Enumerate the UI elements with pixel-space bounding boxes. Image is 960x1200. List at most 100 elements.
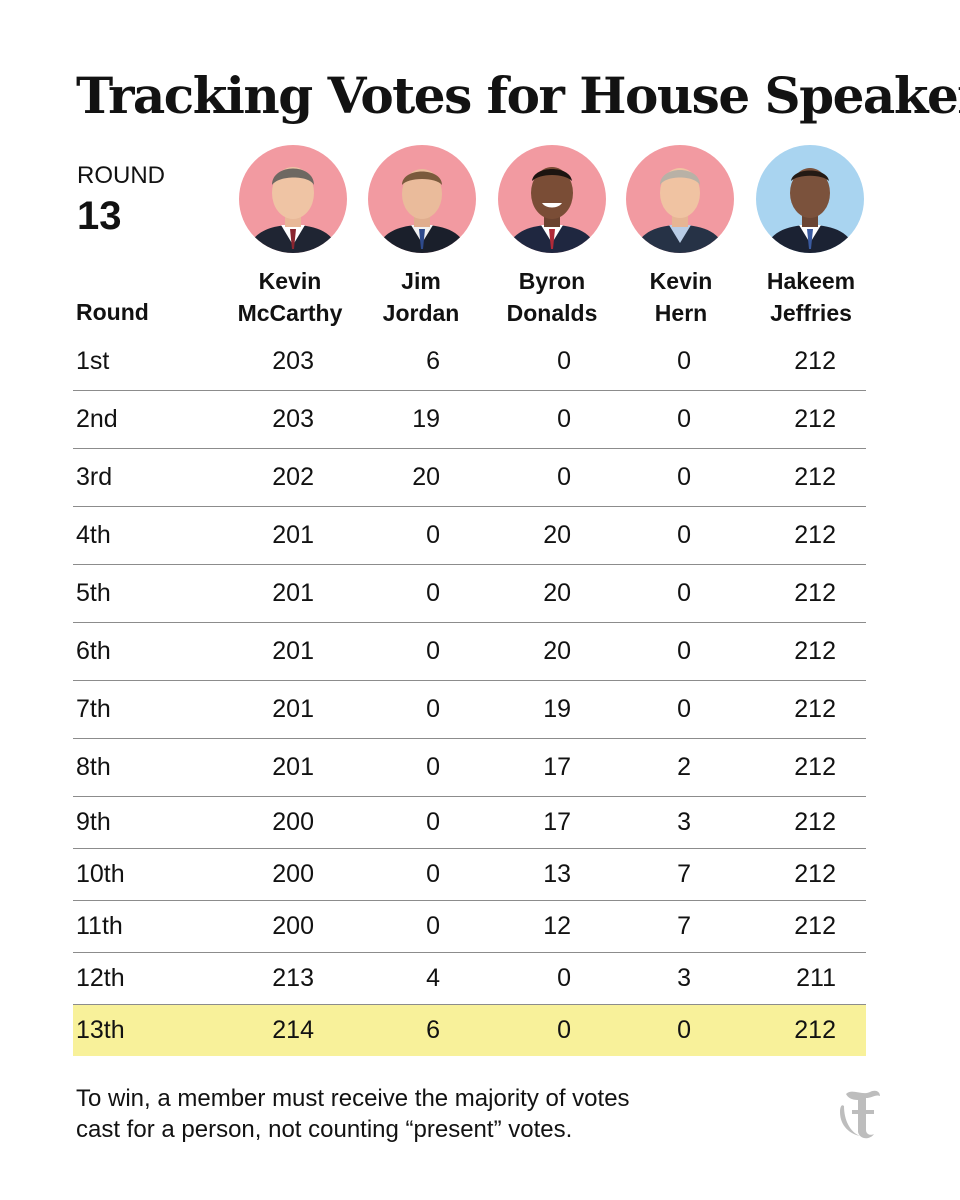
vote-cell-hern: 0 [677, 1016, 691, 1044]
vote-cell-jordan: 4 [426, 964, 440, 992]
vote-cell-jeffries: 212 [794, 463, 836, 491]
vote-cell-jordan: 0 [426, 637, 440, 665]
portrait-kevin-mccarthy [239, 145, 347, 253]
round-cell: 9th [76, 808, 111, 836]
vote-cell-donalds: 20 [543, 521, 571, 549]
table-row: 2nd 203 19 0 0 212 [73, 391, 866, 449]
round-cell: 7th [76, 695, 111, 723]
current-round-label: ROUND [77, 162, 165, 189]
vote-cell-hern: 0 [677, 695, 691, 723]
table-row: 9th 200 0 17 3 212 [73, 797, 866, 849]
vote-cell-mccarthy: 214 [272, 1016, 314, 1044]
vote-cell-hern: 0 [677, 521, 691, 549]
vote-cell-jordan: 19 [412, 405, 440, 433]
column-header-hakeem-jeffries: Hakeem Jeffries [736, 265, 886, 329]
vote-cell-jeffries: 211 [796, 964, 836, 992]
vote-cell-jordan: 0 [426, 521, 440, 549]
portrait-kevin-hern [626, 145, 734, 253]
vote-cell-jeffries: 212 [794, 637, 836, 665]
vote-cell-mccarthy: 200 [272, 808, 314, 836]
vote-cell-hern: 7 [677, 912, 691, 940]
table-row: 5th 201 0 20 0 212 [73, 565, 866, 623]
current-round-number: 13 [77, 194, 122, 238]
round-cell: 3rd [76, 463, 113, 491]
footnote-line: cast for a person, not counting “present… [76, 1116, 573, 1143]
page-title: Tracking Votes for House Speaker [76, 66, 960, 125]
vote-cell-hern: 0 [677, 405, 691, 433]
vote-cell-jordan: 0 [426, 912, 440, 940]
vote-cell-jordan: 0 [426, 808, 440, 836]
vote-cell-mccarthy: 200 [272, 860, 314, 888]
vote-cell-jeffries: 212 [794, 695, 836, 723]
table-row: 1st 203 6 0 0 212 [73, 333, 866, 391]
vote-cell-jordan: 6 [426, 1016, 440, 1044]
round-cell: 1st [76, 347, 110, 375]
portrait-hakeem-jeffries [756, 145, 864, 253]
footnote: To win, a member must receive the majori… [76, 1083, 630, 1145]
round-cell: 6th [76, 637, 111, 665]
vote-cell-donalds: 0 [557, 405, 571, 433]
vote-cell-jeffries: 212 [794, 405, 836, 433]
vote-cell-jeffries: 212 [794, 347, 836, 375]
candidate-first-name: Jim [401, 268, 441, 294]
round-cell: 11th [76, 912, 123, 940]
vote-cell-mccarthy: 201 [272, 637, 314, 665]
vote-cell-jeffries: 212 [794, 912, 836, 940]
vote-cell-donalds: 0 [557, 964, 571, 992]
table-row: 11th 200 0 12 7 212 [73, 901, 866, 953]
vote-cell-donalds: 17 [543, 808, 571, 836]
candidate-first-name: Byron [518, 268, 586, 294]
portrait-byron-donalds [498, 145, 606, 253]
table-row: 8th 201 0 17 2 212 [73, 739, 866, 797]
column-header-round: Round [76, 299, 149, 325]
vote-cell-jordan: 0 [426, 695, 440, 723]
vote-cell-hern: 3 [677, 808, 691, 836]
vote-cell-jordan: 0 [426, 860, 440, 888]
avatar-hakeem-jeffries [756, 145, 864, 253]
table-row: 12th 213 4 0 3 211 [73, 953, 866, 1005]
round-cell: 13th [76, 1016, 125, 1044]
vote-cell-mccarthy: 201 [272, 521, 314, 549]
table-row: 3rd 202 20 0 0 212 [73, 449, 866, 507]
table-row: 6th 201 0 20 0 212 [73, 623, 866, 681]
vote-cell-mccarthy: 203 [272, 405, 314, 433]
column-header-jim-jordan: Jim Jordan [346, 265, 496, 329]
vote-cell-mccarthy: 200 [272, 912, 314, 940]
vote-table: 1st 203 6 0 0 212 2nd 203 19 0 0 212 3rd… [73, 333, 866, 1056]
vote-cell-donalds: 19 [543, 695, 571, 723]
round-cell: 10th [76, 860, 125, 888]
vote-cell-jeffries: 212 [794, 521, 836, 549]
avatar-kevin-hern [626, 145, 734, 253]
vote-cell-mccarthy: 201 [272, 753, 314, 781]
candidate-last-name: Donalds [506, 300, 598, 326]
candidate-first-name: Kevin [258, 268, 322, 294]
vote-cell-donalds: 13 [543, 860, 571, 888]
candidate-first-name: Kevin [649, 268, 713, 294]
vote-cell-mccarthy: 203 [272, 347, 314, 375]
candidate-first-name: Hakeem [766, 268, 856, 294]
vote-cell-donalds: 17 [543, 753, 571, 781]
nyt-t-logo-icon [838, 1086, 886, 1142]
portrait-jim-jordan [368, 145, 476, 253]
candidate-last-name: Jordan [382, 300, 460, 326]
footnote-line: To win, a member must receive the majori… [76, 1085, 630, 1112]
avatar-byron-donalds [498, 145, 606, 253]
round-cell: 2nd [76, 405, 118, 433]
avatar-jim-jordan [368, 145, 476, 253]
avatar-kevin-mccarthy [239, 145, 347, 253]
candidate-last-name: Jeffries [770, 300, 852, 326]
vote-cell-mccarthy: 213 [272, 964, 314, 992]
vote-cell-donalds: 0 [557, 347, 571, 375]
column-header-kevin-hern: Kevin Hern [606, 265, 756, 329]
vote-cell-hern: 0 [677, 463, 691, 491]
vote-cell-mccarthy: 201 [272, 579, 314, 607]
vote-cell-mccarthy: 202 [272, 463, 314, 491]
vote-cell-jordan: 20 [412, 463, 440, 491]
column-header-kevin-mccarthy: Kevin McCarthy [215, 265, 365, 329]
vote-cell-donalds: 0 [557, 463, 571, 491]
candidate-last-name: McCarthy [237, 300, 343, 326]
vote-cell-hern: 7 [677, 860, 691, 888]
vote-cell-jeffries: 212 [794, 579, 836, 607]
vote-cell-donalds: 20 [543, 637, 571, 665]
candidate-last-name: Hern [654, 300, 708, 326]
